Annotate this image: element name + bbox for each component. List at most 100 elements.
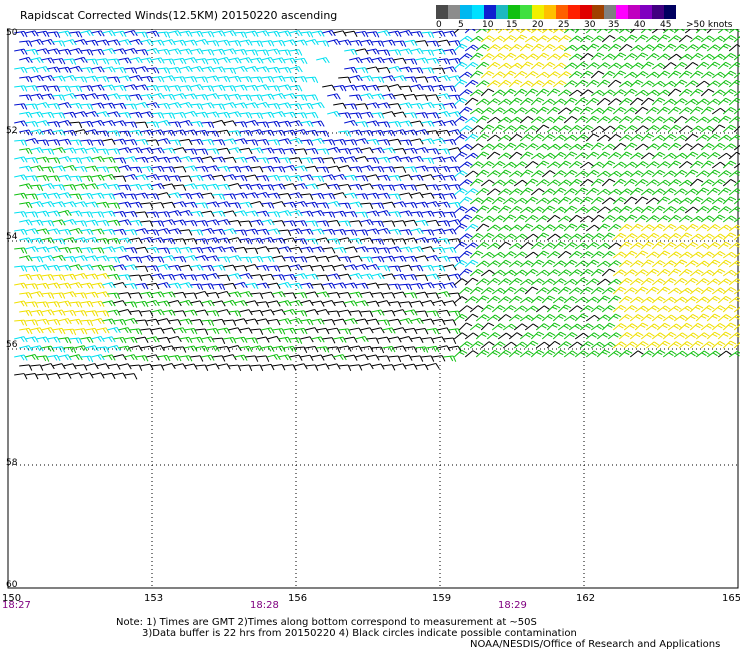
wind-barb: [135, 66, 149, 73]
barb-flag: [218, 139, 223, 146]
wind-barb: [437, 93, 451, 100]
barb-flag: [621, 35, 627, 41]
wind-barb: [91, 66, 105, 73]
barb-shaft: [91, 174, 102, 178]
barb-shaft: [47, 139, 58, 142]
barb-flag: [47, 112, 52, 118]
barb-flag: [243, 102, 248, 109]
wind-barb: [421, 120, 435, 127]
wind-barb: [124, 156, 138, 163]
barb-shaft: [640, 61, 649, 70]
barb-flag: [527, 61, 534, 66]
barb-shaft: [25, 120, 36, 124]
wind-barb: [41, 93, 55, 100]
wind-barb: [91, 139, 105, 146]
barb-flag: [61, 58, 66, 65]
barb-shaft: [140, 202, 151, 205]
barb-shaft: [634, 34, 643, 43]
barb-shaft: [52, 129, 63, 133]
barb-flag: [47, 183, 52, 189]
barb-flag: [602, 27, 608, 32]
barb-shaft: [124, 121, 135, 124]
barb-flag: [273, 67, 278, 73]
barb-shaft: [300, 102, 311, 106]
wind-barb: [107, 130, 121, 137]
wind-barb: [47, 48, 61, 55]
wind-barbs: [14, 25, 740, 380]
wind-barb: [58, 120, 72, 127]
barb-shaft: [272, 75, 283, 79]
barb-shaft: [371, 40, 382, 43]
wind-barb: [47, 66, 61, 73]
wind-barb: [388, 155, 402, 162]
wind-barb: [283, 57, 297, 65]
wind-barb: [272, 183, 286, 190]
barb-flag: [278, 184, 283, 190]
wind-barb: [80, 156, 94, 163]
wind-barb: [711, 53, 726, 61]
barb-flag: [416, 49, 421, 55]
barb-shaft: [590, 125, 600, 133]
barb-flag: [510, 52, 517, 57]
barb-flag: [604, 62, 611, 67]
wind-barb: [519, 187, 534, 196]
wind-barb: [201, 102, 215, 109]
barb-flag: [267, 57, 272, 63]
barb-flag: [369, 111, 374, 118]
barb-flag: [86, 67, 91, 73]
barb-flag: [273, 121, 278, 127]
barb-flag: [569, 64, 575, 68]
wind-barb: [388, 120, 402, 128]
wind-barb: [623, 53, 638, 61]
barb-shaft: [426, 112, 437, 115]
barb-flag: [223, 112, 228, 118]
barb-flag: [521, 34, 528, 39]
barb-flag: [135, 184, 140, 190]
wind-barb: [618, 151, 633, 160]
wind-barb: [195, 202, 209, 209]
barb-flag: [284, 157, 289, 164]
barb-shaft: [206, 183, 217, 187]
barb-shaft: [25, 30, 36, 34]
barb-flag: [108, 49, 113, 54]
barb-shaft: [80, 49, 91, 52]
wind-barb: [355, 48, 369, 55]
wind-barb: [283, 39, 297, 46]
barb-shaft: [382, 111, 393, 115]
barb-flag: [34, 49, 39, 56]
barb-shaft: [349, 129, 360, 133]
wind-barb: [475, 44, 490, 52]
barb-flag: [383, 193, 388, 199]
barb-shaft: [190, 65, 201, 70]
barb-shaft: [404, 93, 415, 97]
barb-flag: [45, 31, 50, 38]
wind-barb: [344, 139, 358, 146]
barb-flag: [452, 66, 457, 73]
barb-shaft: [129, 57, 140, 61]
barb-shaft: [283, 201, 294, 205]
barb-flag: [421, 112, 426, 118]
barb-shaft: [80, 66, 91, 70]
wind-barb: [513, 34, 528, 43]
wind-barb: [360, 39, 374, 46]
barb-flag: [193, 93, 198, 100]
barb-flag: [254, 30, 259, 37]
legend-labels: 0 5 10 15 20 25 30 35 40 45 >50 knots: [436, 20, 736, 32]
barb-flag: [300, 95, 305, 101]
barb-shaft: [388, 193, 399, 196]
barb-shaft: [245, 30, 256, 34]
wind-barb: [261, 40, 275, 47]
barb-flag: [659, 43, 666, 48]
barb-shaft: [689, 35, 699, 43]
barb-shaft: [223, 48, 234, 52]
barb-shaft: [184, 93, 195, 97]
barb-flag: [234, 58, 239, 64]
barb-shaft: [113, 138, 124, 142]
barb-flag: [536, 45, 542, 49]
barb-flag: [372, 121, 377, 127]
barb-shaft: [267, 85, 278, 88]
barb-flag: [53, 175, 58, 182]
barb-shaft: [184, 183, 195, 187]
barb-shaft: [140, 129, 151, 133]
barb-shaft: [618, 26, 628, 34]
